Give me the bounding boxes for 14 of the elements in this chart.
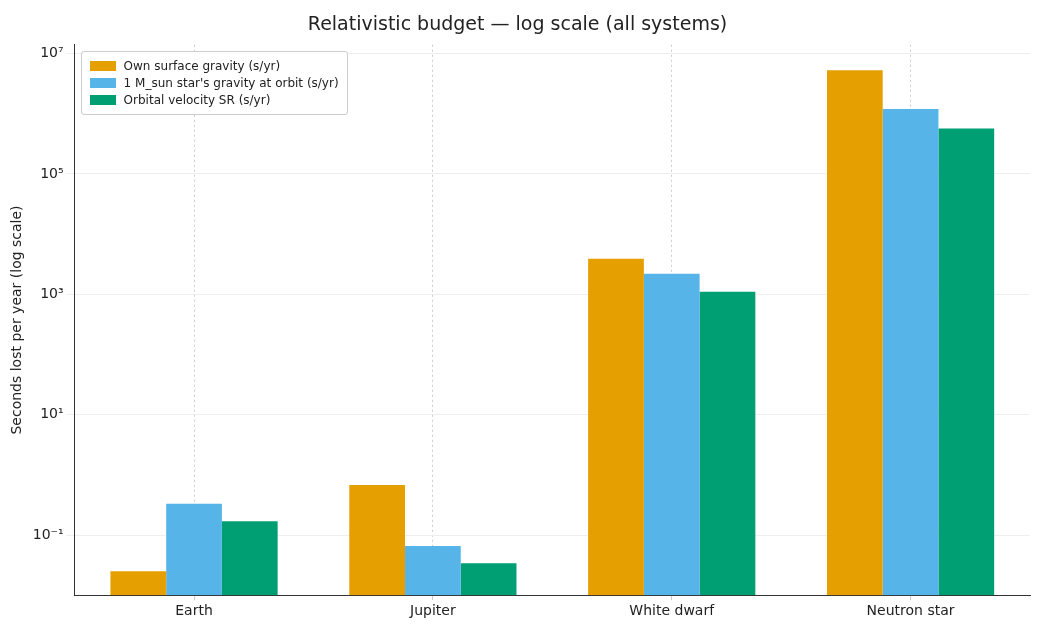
y-tick-label: 10³: [40, 284, 64, 301]
y-tick-label: 10⁻¹: [32, 525, 64, 542]
x-tick-label: Earth: [175, 602, 213, 619]
x-tick-label: White dwarf: [629, 602, 716, 619]
y-tick-label: 10¹: [40, 405, 64, 422]
chart-title: Relativistic budget — log scale (all systems): [307, 12, 728, 35]
y-axis-title: Seconds lost per year (log scale): [8, 205, 25, 435]
y-tick-label: 10⁵: [40, 164, 64, 181]
y-tick-label: 10⁷: [40, 44, 64, 61]
x-tick-label: Neutron star: [866, 602, 955, 619]
legend-label: 1 M_sun star's gravity at orbit (s/yr): [123, 75, 339, 90]
legend-label: Own surface gravity (s/yr): [123, 58, 281, 73]
legend-label: Orbital velocity SR (s/yr): [123, 92, 271, 107]
x-tick-label: Jupiter: [409, 602, 456, 619]
